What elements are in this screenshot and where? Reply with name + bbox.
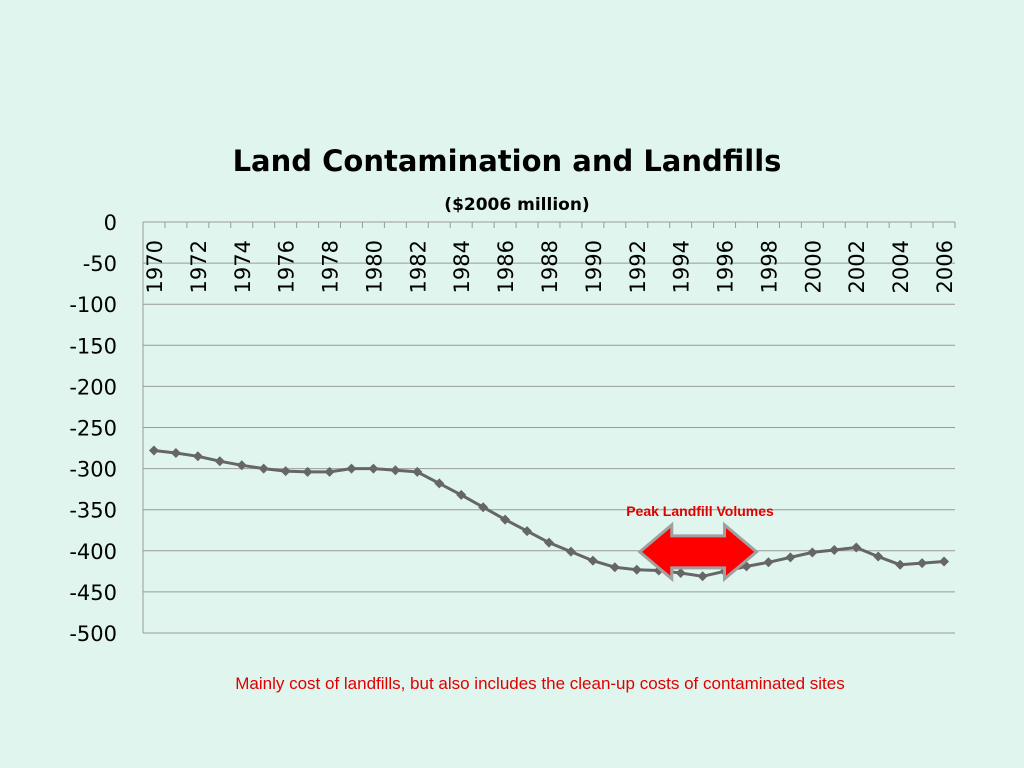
y-tick-label: -200 — [69, 375, 117, 399]
data-point-marker — [346, 463, 357, 474]
data-point-marker — [522, 526, 533, 537]
x-tick-label: 1994 — [670, 240, 694, 293]
data-point-marker — [412, 466, 423, 477]
data-point-marker — [148, 445, 159, 456]
data-point-marker — [829, 544, 840, 555]
axes — [142, 221, 956, 633]
double-arrow-icon — [637, 521, 759, 583]
x-tick-label: 1996 — [714, 240, 738, 293]
data-point-marker — [895, 559, 906, 570]
data-point-marker — [280, 466, 291, 477]
data-point-marker — [565, 546, 576, 557]
y-tick-label: -250 — [69, 417, 117, 441]
x-tick-label: 1974 — [231, 240, 255, 293]
x-tick-label: 1998 — [757, 240, 781, 293]
data-point-marker — [302, 466, 313, 477]
data-point-marker — [236, 460, 247, 471]
data-point-marker — [763, 557, 774, 568]
y-tick-label: 0 — [104, 211, 117, 235]
x-tick-labels: 1970 1972 1974 1976 1978 1980 1982 1984 1986 1988… — [143, 240, 957, 293]
data-point-marker — [917, 558, 928, 569]
x-tick-label: 2000 — [801, 240, 825, 293]
y-tick-label: -500 — [69, 622, 117, 646]
y-tick-label: -300 — [69, 458, 117, 482]
y-tick-labels: 0 -50 -100 -150 -200 -250 -300 -350 -400 -450 -500 — [69, 211, 117, 646]
x-tick-label: 2004 — [889, 240, 913, 293]
chart-title: Land Contamination and Landfills — [232, 144, 782, 178]
x-tick-label: 1970 — [143, 240, 167, 293]
data-point-marker — [214, 456, 225, 467]
y-tick-label: -350 — [69, 499, 117, 523]
x-tick-label: 2002 — [845, 240, 869, 293]
data-point-marker — [258, 463, 269, 474]
x-tick-label: 1972 — [187, 240, 211, 293]
data-point-marker — [434, 478, 445, 489]
data-point-marker — [587, 555, 598, 566]
chart-subtitle: ($2006 million) — [444, 195, 590, 215]
data-point-marker — [631, 564, 642, 575]
x-tick-label: 1990 — [582, 240, 606, 293]
data-point-marker — [324, 466, 335, 477]
data-point-marker — [609, 562, 620, 573]
y-tick-label: -100 — [69, 293, 117, 317]
y-tick-label: -400 — [69, 540, 117, 564]
x-tick-label: 1976 — [275, 240, 299, 293]
x-tick-label: 2006 — [933, 240, 957, 293]
gridlines — [143, 262, 955, 634]
data-point-marker — [500, 514, 511, 525]
x-tick-label: 1986 — [494, 240, 518, 293]
x-tick-label: 1988 — [538, 240, 562, 293]
data-point-marker — [785, 552, 796, 563]
data-point-marker — [170, 447, 181, 458]
y-tick-label: -50 — [83, 252, 117, 276]
x-tick-label: 1992 — [626, 240, 650, 293]
y-tick-label: -150 — [69, 334, 117, 358]
data-point-marker — [368, 463, 379, 474]
x-tick-label: 1984 — [450, 240, 474, 293]
data-point-marker — [697, 571, 708, 582]
data-point-marker — [851, 542, 862, 553]
data-point-marker — [192, 451, 203, 462]
data-point-marker — [456, 489, 467, 500]
data-point-marker — [807, 547, 818, 558]
data-point-marker — [544, 537, 554, 548]
data-point-marker — [390, 465, 401, 476]
data-point-marker — [873, 551, 884, 562]
x-tick-label: 1982 — [406, 240, 430, 293]
data-point-marker — [675, 567, 686, 578]
y-tick-label: -450 — [69, 581, 117, 605]
data-point-marker — [478, 502, 489, 513]
annotation-label: Peak Landfill Volumes — [626, 503, 774, 519]
data-point-marker — [939, 556, 950, 567]
footnote: Mainly cost of landfills, but also inclu… — [235, 674, 845, 693]
annotation — [637, 521, 759, 583]
x-tick-label: 1978 — [319, 240, 343, 293]
x-tick-label: 1980 — [362, 240, 386, 293]
